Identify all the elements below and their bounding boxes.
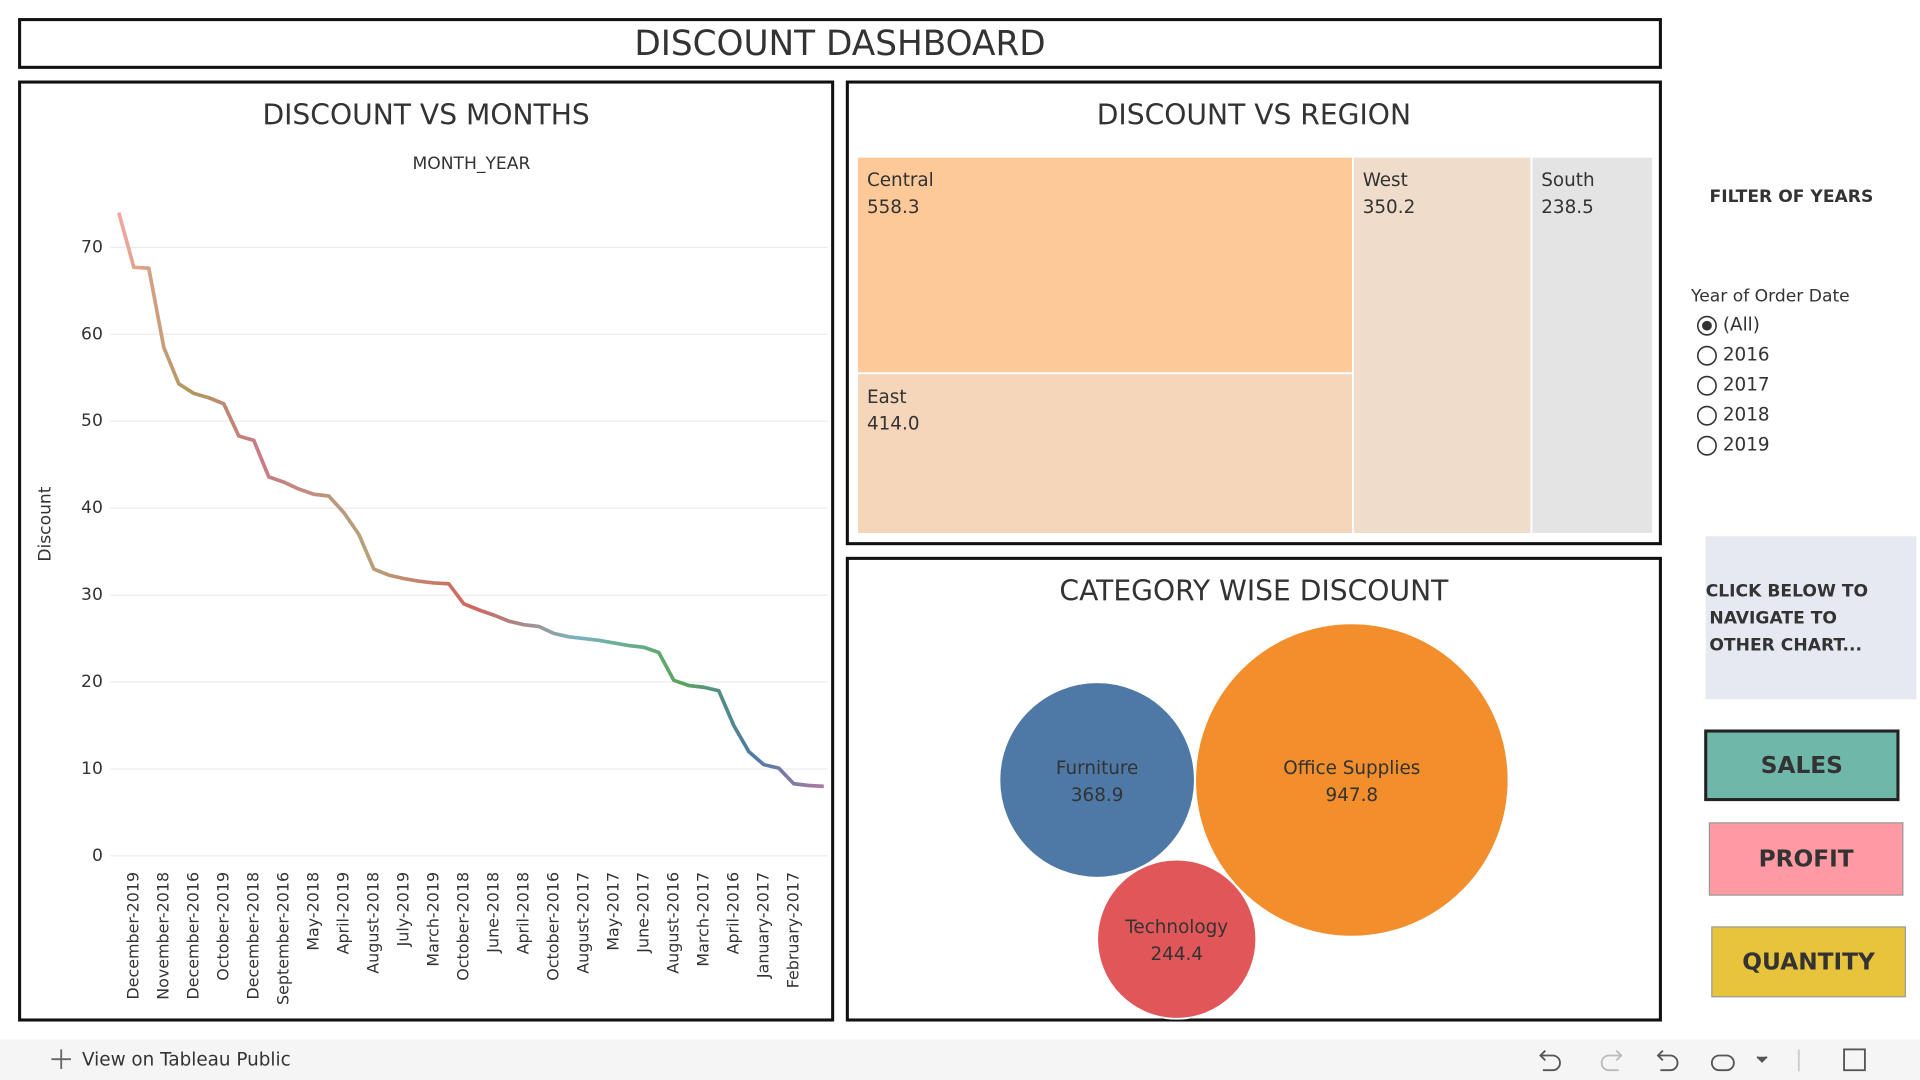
bubble-label: Furniture — [1056, 758, 1138, 779]
radio-button[interactable] — [1696, 435, 1717, 456]
x-tick-label: December-2018 — [243, 872, 262, 1000]
nav-text: NAVIGATE TO — [1709, 608, 1837, 628]
x-tick-label: December-2016 — [183, 872, 202, 1000]
y-tick-label: 40 — [81, 498, 103, 518]
radio-button[interactable] — [1696, 405, 1717, 426]
nav-text: CLICK BELOW TO — [1706, 581, 1868, 601]
radio-button[interactable] — [1696, 375, 1717, 396]
cell-label: West — [1363, 170, 1408, 191]
cell-value: 414.0 — [867, 414, 920, 435]
radio-label[interactable]: 2017 — [1723, 375, 1770, 396]
toolbar[interactable] — [1539, 1048, 1866, 1072]
radio-label[interactable]: 2016 — [1723, 345, 1770, 366]
x-tick-label: August-2018 — [363, 872, 382, 974]
chart-title: DISCOUNT VS REGION — [1097, 98, 1411, 131]
nav-button-label[interactable]: PROFIT — [1759, 846, 1854, 873]
x-tick-label: September-2016 — [273, 872, 292, 1005]
nav-button-label[interactable]: SALES — [1761, 752, 1843, 779]
nav-button[interactable] — [1704, 729, 1900, 802]
x-tick-label: April-2016 — [723, 872, 742, 955]
bubble — [1194, 622, 1510, 938]
bubble — [1096, 858, 1258, 1020]
y-tick-label: 60 — [81, 324, 103, 344]
nav-button[interactable] — [1711, 926, 1906, 998]
panel — [845, 556, 1662, 1022]
cell-value: 350.2 — [1363, 197, 1416, 218]
y-tick-label: 30 — [81, 585, 103, 605]
filter-label: Year of Order Date — [1690, 286, 1850, 306]
x-tick-label: May-2018 — [303, 872, 322, 951]
cell-value: 558.3 — [867, 197, 920, 218]
header-frame — [18, 18, 1662, 69]
x-tick-label: April-2018 — [513, 872, 532, 955]
nav-button-label[interactable]: QUANTITY — [1742, 949, 1876, 976]
panel — [18, 80, 835, 1022]
treemap-cell — [1530, 155, 1654, 535]
bubble-label: Office Supplies — [1283, 758, 1420, 779]
cell-label: South — [1541, 170, 1594, 191]
y-axis-title: Discount — [35, 486, 55, 561]
x-tick-label: March-2019 — [423, 872, 442, 967]
x-tick-label: November-2018 — [153, 872, 172, 1000]
x-tick-label: March-2017 — [693, 872, 712, 967]
nav-box — [1705, 536, 1917, 700]
radio-label[interactable]: 2019 — [1723, 435, 1770, 456]
footer-link[interactable]: View on Tableau Public — [82, 1049, 291, 1070]
cell-value: 238.5 — [1541, 197, 1594, 218]
y-tick-label: 20 — [81, 672, 103, 692]
x-tick-label: April-2019 — [333, 872, 352, 955]
x-tick-label: January-2017 — [753, 872, 772, 979]
panel — [845, 80, 1662, 546]
footer-bar — [0, 1039, 1920, 1080]
discount-line — [117, 212, 824, 789]
x-tick-label: August-2017 — [573, 872, 592, 974]
y-tick-label: 70 — [81, 237, 103, 257]
dashboard-title: DISCOUNT DASHBOARD — [634, 24, 1045, 64]
x-tick-label: June-2018 — [483, 872, 502, 954]
radio-label[interactable]: 2018 — [1723, 405, 1770, 426]
bubble-value: 244.4 — [1150, 944, 1203, 965]
treemap-cell — [856, 372, 1354, 535]
nav-button[interactable] — [1708, 822, 1904, 896]
radio-button[interactable] — [1696, 345, 1717, 366]
x-tick-label: February-2017 — [783, 872, 802, 988]
x-tick-label: October-2016 — [543, 872, 562, 981]
chart-title: DISCOUNT VS MONTHS — [262, 98, 589, 131]
cell-label: East — [867, 387, 907, 408]
x-tick-label: December-2019 — [123, 872, 142, 1000]
treemap-cell — [856, 155, 1354, 375]
x-tick-label: August-2016 — [663, 872, 682, 974]
nav-text: OTHER CHART... — [1709, 635, 1862, 655]
chart-title: CATEGORY WISE DISCOUNT — [1059, 575, 1449, 608]
bubble-value: 368.9 — [1071, 785, 1124, 806]
tableau-icon — [51, 1049, 72, 1069]
filter-title: FILTER OF YEARS — [1710, 187, 1874, 207]
treemap-cell — [1351, 155, 1533, 535]
x-tick-label: July-2019 — [393, 872, 412, 948]
x-tick-label: October-2018 — [453, 872, 472, 981]
y-tick-label: 10 — [81, 759, 103, 779]
x-tick-label: October-2019 — [213, 872, 232, 981]
bubble — [998, 681, 1196, 879]
x-tick-label: June-2017 — [633, 872, 652, 954]
bubble-label: Technology — [1124, 917, 1228, 938]
y-tick-label: 0 — [92, 846, 103, 866]
radio-dot — [1702, 320, 1712, 331]
radio-label[interactable]: (All) — [1723, 315, 1760, 336]
bubble-value: 947.8 — [1326, 785, 1379, 806]
cell-label: Central — [867, 170, 934, 191]
y-tick-label: 50 — [81, 411, 103, 431]
x-axis-title: MONTH_YEAR — [412, 154, 530, 174]
x-tick-label: May-2017 — [603, 872, 622, 951]
